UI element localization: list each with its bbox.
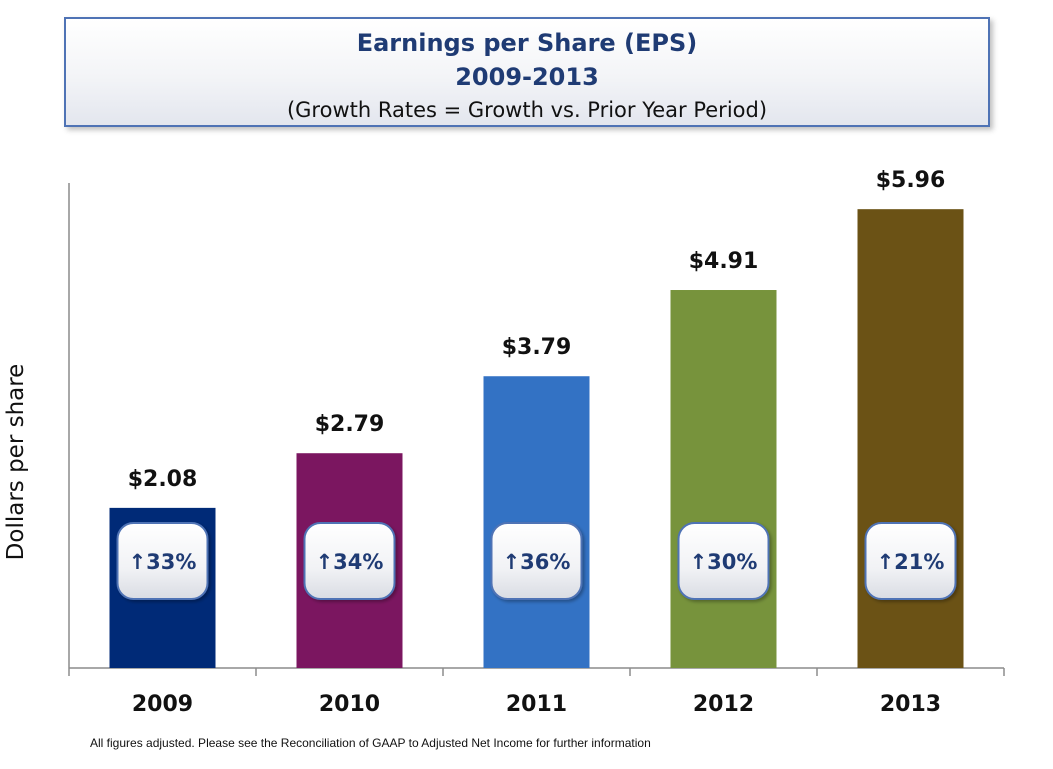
growth-badge [303,522,396,600]
bar-value-label: $3.79 [502,335,572,360]
chart-title: Earnings per Share (EPS) [356,29,698,57]
growth-badge [490,522,583,600]
x-tick-label: 2013 [880,692,941,717]
growth-rate-label: ↑33% [129,550,197,574]
growth-badge [116,522,209,600]
growth-rate-label: ↑21% [877,550,945,574]
bar-2012 [670,290,777,668]
chart-subtitle: 2009-2013 [455,63,599,91]
bar-value-label: $2.79 [315,412,385,437]
footnote: All figures adjusted. Please see the Rec… [90,736,651,750]
x-tick-label: 2010 [319,692,380,717]
growth-rate-label: ↑30% [690,550,758,574]
x-tick-label: 2009 [132,692,193,717]
growth-rate-label: ↑34% [316,550,384,574]
chart-note: (Growth Rates = Growth vs. Prior Year Pe… [286,98,768,122]
bar-value-label: $4.91 [689,249,759,274]
bar-value-label: $5.96 [876,168,946,193]
growth-badge [864,522,957,600]
growth-badge [677,522,770,600]
growth-rate-label: ↑36% [503,550,571,574]
chart-title-box: Earnings per Share (EPS) 2009-2013 (Grow… [64,17,990,127]
bar-value-label: $2.08 [128,467,198,492]
x-tick-label: 2011 [506,692,567,717]
x-tick-label: 2012 [693,692,754,717]
